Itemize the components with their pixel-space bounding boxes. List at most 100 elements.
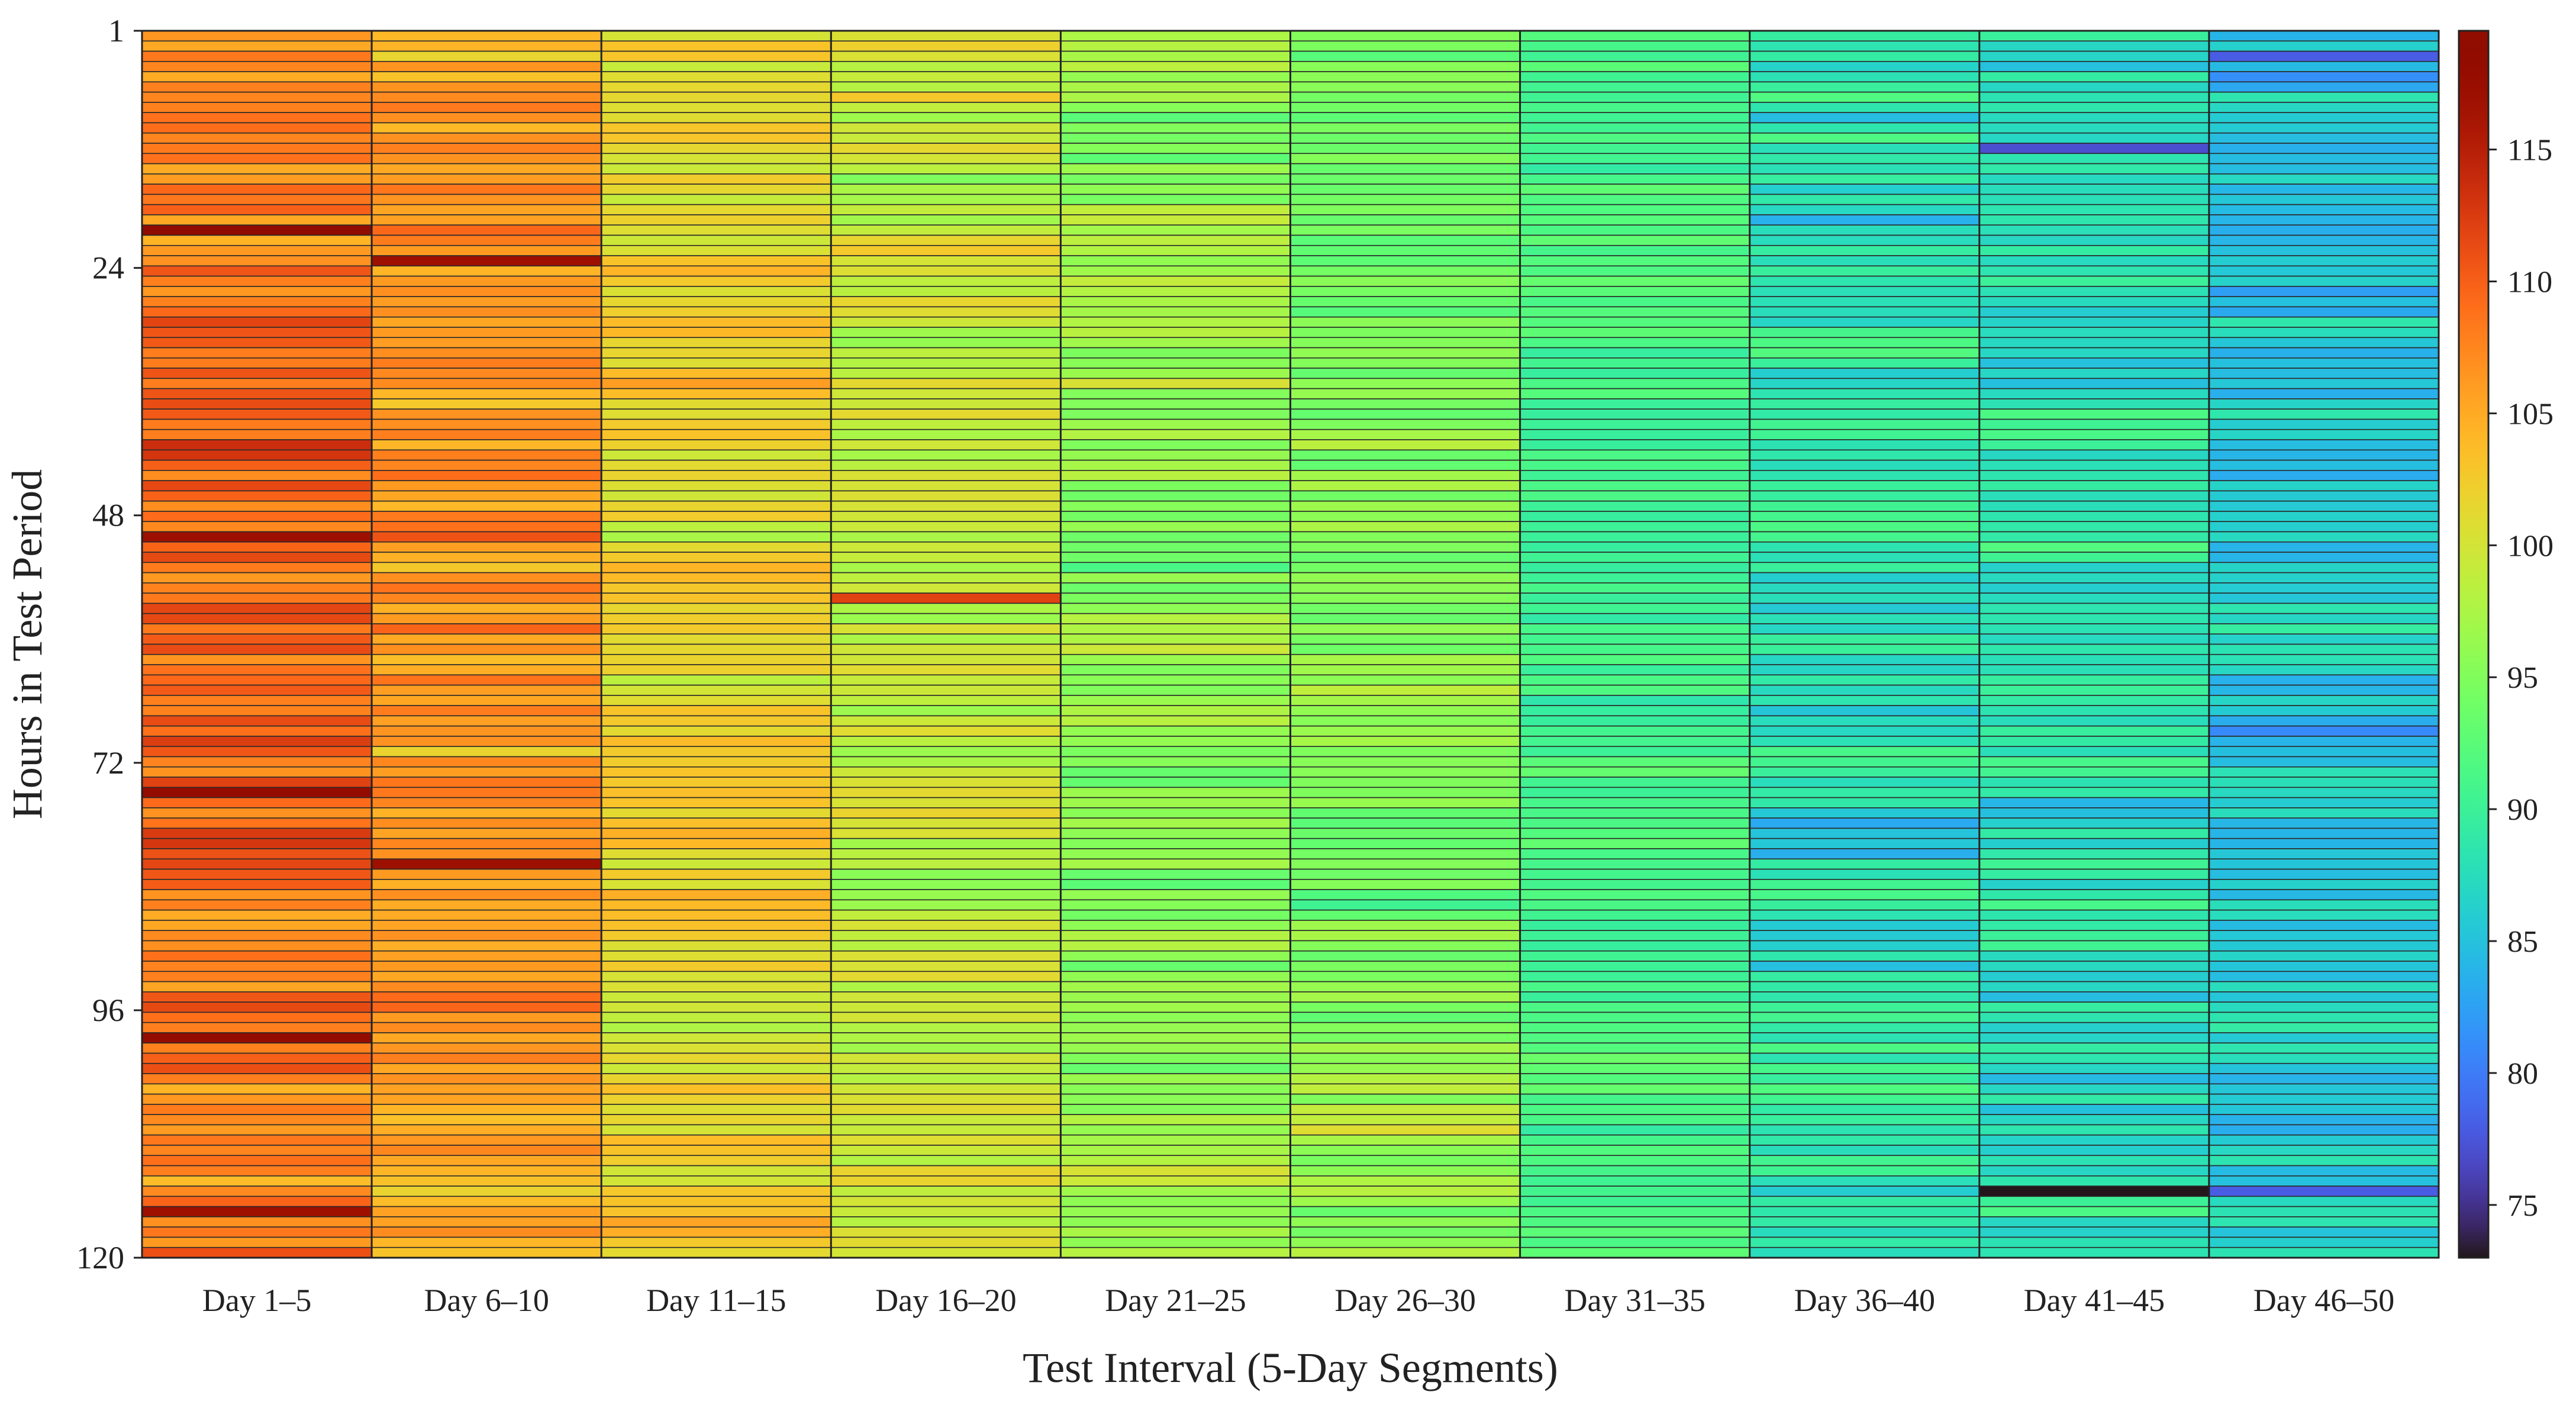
heatmap-cell <box>601 950 832 962</box>
heatmap-cell <box>1979 715 2210 727</box>
heatmap-cell <box>601 1083 832 1095</box>
heatmap-cell <box>371 194 602 205</box>
heatmap-cell <box>1749 71 1980 83</box>
heatmap-cell <box>1519 531 1750 543</box>
heatmap-cell <box>2209 715 2439 727</box>
heatmap-cell <box>1060 388 1291 400</box>
heatmap-cell <box>1060 531 1291 543</box>
heatmap-cell <box>1979 408 2210 420</box>
heatmap-cell <box>141 787 372 798</box>
heatmap-cell <box>1749 643 1980 655</box>
heatmap-cell <box>1289 848 1521 860</box>
heatmap-cell <box>1519 653 1750 665</box>
heatmap-cell <box>141 1186 372 1197</box>
heatmap-cell <box>2209 981 2439 993</box>
heatmap-cell <box>371 408 602 420</box>
heatmap-cell <box>141 674 372 686</box>
heatmap-cell <box>1519 30 1750 42</box>
heatmap-cell <box>1289 827 1521 839</box>
heatmap-cell <box>1979 470 2210 481</box>
heatmap-cell <box>1289 705 1521 717</box>
heatmap-cell <box>1289 50 1521 62</box>
heatmap-cell <box>1979 777 2210 788</box>
heatmap-cell <box>1289 1011 1521 1023</box>
heatmap-cell <box>2209 613 2439 624</box>
heatmap-cell <box>601 1114 832 1126</box>
heatmap-cell <box>601 378 832 389</box>
heatmap-cell <box>1519 316 1750 328</box>
heatmap-cell <box>830 490 1062 502</box>
heatmap-cell <box>2209 286 2439 297</box>
heatmap-cell <box>2209 582 2439 594</box>
heatmap-cell <box>1979 30 2210 42</box>
heatmap-cell <box>141 265 372 277</box>
heatmap-cell <box>1979 552 2210 563</box>
heatmap-cell <box>371 1114 602 1126</box>
heatmap-cell <box>1979 368 2210 379</box>
heatmap-cell <box>141 633 372 645</box>
heatmap-cell <box>1749 306 1980 318</box>
heatmap-cell <box>1289 1042 1521 1054</box>
heatmap-cell <box>2209 807 2439 819</box>
heatmap-cell <box>601 582 832 594</box>
heatmap-cell <box>1979 1083 2210 1095</box>
heatmap-cell <box>371 500 602 512</box>
heatmap-cell <box>2209 552 2439 563</box>
heatmap-cell <box>141 899 372 911</box>
heatmap-cell <box>601 909 832 921</box>
heatmap-cell <box>830 541 1062 553</box>
heatmap-cell <box>141 368 372 379</box>
heatmap-cell <box>1519 603 1750 614</box>
heatmap-cell <box>1289 971 1521 982</box>
heatmap-cell <box>1749 50 1980 62</box>
heatmap-cell <box>1060 940 1291 952</box>
heatmap-cell <box>141 1104 372 1115</box>
heatmap-cell <box>371 787 602 798</box>
heatmap-cell <box>1060 316 1291 328</box>
heatmap-cell <box>1519 102 1750 113</box>
heatmap-cell <box>601 122 832 134</box>
heatmap-cell <box>1749 695 1980 706</box>
heatmap-cell <box>2209 858 2439 870</box>
heatmap-cell <box>1749 81 1980 93</box>
heatmap-cell <box>371 1062 602 1074</box>
heatmap-cell <box>601 695 832 706</box>
heatmap-cell <box>141 1206 372 1217</box>
heatmap-cell <box>1289 909 1521 921</box>
heatmap-cell <box>1749 112 1980 124</box>
heatmap-cell <box>601 562 832 574</box>
heatmap-cell <box>2209 889 2439 901</box>
heatmap-cell <box>1979 930 2210 942</box>
heatmap-cell <box>2209 1206 2439 1217</box>
heatmap-cell <box>1749 848 1980 860</box>
heatmap-cell <box>141 71 372 83</box>
heatmap-cell <box>1979 1246 2210 1258</box>
heatmap-cell <box>1749 940 1980 952</box>
heatmap-cell <box>141 1216 372 1228</box>
heatmap-cell <box>601 255 832 267</box>
heatmap-cell <box>2209 623 2439 635</box>
heatmap-cell <box>2209 1073 2439 1085</box>
heatmap-cell <box>2209 61 2439 72</box>
heatmap-cell <box>1749 1052 1980 1064</box>
heatmap-cell <box>1289 817 1521 829</box>
heatmap-cell <box>1060 777 1291 788</box>
colorbar-tick-label: 100 <box>2507 529 2554 563</box>
heatmap-cell <box>1060 623 1291 635</box>
heatmap-cell <box>371 306 602 318</box>
heatmap-cell <box>1749 879 1980 890</box>
heatmap-cell <box>830 204 1062 215</box>
heatmap-cell <box>1060 950 1291 962</box>
heatmap-cell <box>371 255 602 267</box>
heatmap-cell <box>371 244 602 256</box>
heatmap-cell <box>141 143 372 154</box>
heatmap-cell <box>2209 827 2439 839</box>
heatmap-cell <box>1979 1155 2210 1167</box>
heatmap-cell <box>371 971 602 982</box>
heatmap-cell <box>1289 920 1521 931</box>
heatmap-cell <box>141 490 372 502</box>
heatmap-cell <box>601 920 832 931</box>
heatmap-cell <box>1749 347 1980 359</box>
heatmap-cell <box>141 1246 372 1258</box>
heatmap-cell <box>141 194 372 205</box>
